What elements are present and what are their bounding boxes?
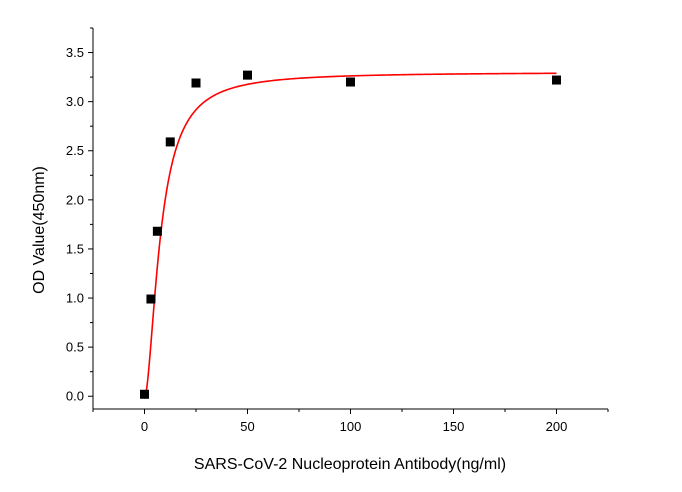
x-tick-label: 50 — [240, 419, 254, 434]
data-points — [140, 70, 561, 399]
data-point — [191, 78, 201, 88]
x-tick-label: 200 — [546, 419, 568, 434]
y-tick-label: 2.5 — [66, 143, 84, 158]
y-tick-label: 0.0 — [66, 389, 84, 404]
y-axis-title: OD Value(450nm) — [31, 166, 48, 294]
fit-curve-layer — [143, 72, 557, 400]
y-tick-label: 3.5 — [66, 45, 84, 60]
fit-curve-line — [143, 72, 557, 400]
y-tick-label: 3.0 — [66, 94, 84, 109]
data-point — [346, 77, 355, 87]
axes: 0.0 0.5 1.0 1.5 2.0 2.5 3.0 3.5 0 50 100 150 200 — [66, 27, 609, 434]
x-tick-label: 100 — [340, 419, 362, 434]
y-tick-label: 2.0 — [66, 192, 84, 207]
data-point — [146, 294, 156, 304]
y-tick-label: 1.5 — [66, 241, 84, 256]
x-tick-label: 0 — [141, 419, 148, 434]
y-tick-label: 1.0 — [66, 291, 84, 306]
data-point — [552, 75, 561, 85]
data-point — [243, 70, 252, 80]
data-point — [152, 226, 162, 236]
x-tick-label: 150 — [443, 419, 465, 434]
data-point — [165, 137, 175, 147]
x-axis-title: SARS-CoV-2 Nucleoprotein Antibody(ng/ml) — [194, 456, 506, 473]
y-tick-label: 0.5 — [66, 340, 84, 355]
data-point — [140, 389, 149, 399]
